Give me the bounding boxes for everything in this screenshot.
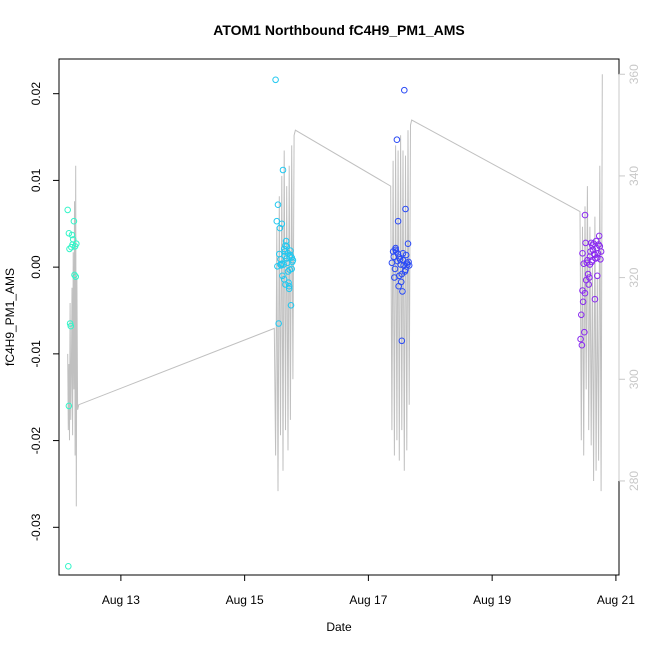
data-point-series-2 [277,256,284,263]
data-point-series-2 [272,76,279,84]
y2-tick-label: 340 [627,166,641,186]
data-point-series-1 [71,271,78,279]
data-point-series-2 [285,285,293,293]
data-point-series-2 [287,302,295,309]
data-point-series-2 [282,242,289,249]
data-point-series-2 [285,282,293,290]
data-point-series-4 [594,272,601,280]
data-point-series-2 [279,272,286,280]
y2-tick-label: 320 [627,267,641,287]
secondary-line-layer [67,74,603,507]
data-point-series-1 [69,236,77,243]
data-point-series-2 [286,266,294,274]
data-point-series-2 [273,217,281,225]
data-point-series-2 [288,254,296,261]
data-point-series-4 [595,241,602,248]
data-point-series-4 [595,232,603,240]
data-point-series-3 [401,86,408,94]
data-point-series-3 [402,205,409,213]
x-tick-label: Aug 19 [473,593,511,607]
y-tick-label: -0.02 [29,427,43,455]
y-tick-label: 0.01 [29,168,43,192]
data-point-series-3 [402,251,410,259]
y2-tick-label: 280 [627,471,641,491]
data-point-series-1 [68,231,76,239]
data-point-series-4 [586,274,593,281]
x-axis: Aug 13 Aug 15 Aug 17 Aug 19 Aug 21 [102,574,635,607]
y2-tick-label: 300 [627,369,641,389]
data-point-series-3 [402,266,409,274]
data-point-series-4 [578,341,586,349]
data-point-series-4 [577,335,584,343]
data-point-series-2 [287,247,294,254]
data-point-series-1 [70,217,78,225]
data-point-series-2 [281,252,289,260]
data-point-series-2 [274,201,282,208]
data-point-series-1 [73,240,80,247]
data-point-series-2 [279,166,287,174]
y-axis-label: fC4H9_PM1_AMS [3,268,17,366]
x-tick-label: Aug 13 [102,593,140,607]
data-point-series-2 [280,276,288,283]
data-point-series-2 [278,260,286,268]
data-point-series-4 [585,281,593,288]
x-tick-label: Aug 21 [597,593,635,607]
x-tick-label: Aug 15 [226,593,264,607]
scatter-points-layer [64,76,605,570]
data-point-series-3 [397,278,405,286]
data-point-series-4 [589,256,596,264]
data-point-series-4 [580,260,588,268]
data-point-series-1 [64,206,71,214]
data-point-series-3 [399,288,406,295]
x-tick-label: Aug 17 [349,593,387,607]
chart-title: ATOM1 Northbound fC4H9_PM1_AMS [213,22,465,38]
y-axis-left: -0.03 -0.02 -0.01 0.00 0.01 0.02 [29,82,60,541]
data-point-series-4 [581,211,589,219]
data-point-series-2 [275,320,283,327]
data-point-series-4 [594,254,601,261]
y-axis-right: 280 300 320 340 360 [618,64,641,491]
data-point-series-3 [394,217,402,225]
data-point-series-2 [276,224,284,232]
data-point-series-3 [404,240,412,247]
data-point-series-4 [579,298,587,306]
data-point-series-4 [581,289,589,297]
y-tick-label: 0.02 [29,82,43,106]
data-point-series-1 [66,320,74,327]
data-point-series-4 [579,250,586,257]
x-axis-label: Date [326,620,352,634]
data-point-series-1 [65,402,73,410]
data-point-series-3 [391,265,399,273]
data-point-series-4 [591,295,599,303]
data-point-series-1 [67,322,75,330]
data-point-series-3 [394,250,402,258]
data-point-series-3 [398,270,406,278]
data-point-series-3 [393,136,401,143]
data-point-series-1 [72,273,79,281]
data-point-series-4 [581,328,588,336]
data-point-series-1 [65,563,72,570]
data-point-series-2 [278,220,286,228]
data-point-series-2 [283,243,291,250]
secondary-line [67,74,603,507]
data-point-series-4 [578,311,585,319]
y-tick-label: 0.00 [29,255,43,279]
data-point-series-4 [584,270,592,278]
data-point-series-3 [399,256,407,264]
y2-tick-label: 360 [627,64,641,84]
data-point-series-3 [398,337,406,345]
data-point-series-1 [66,245,73,253]
y-tick-label: -0.03 [29,513,43,541]
y-tick-label: -0.01 [29,340,43,368]
